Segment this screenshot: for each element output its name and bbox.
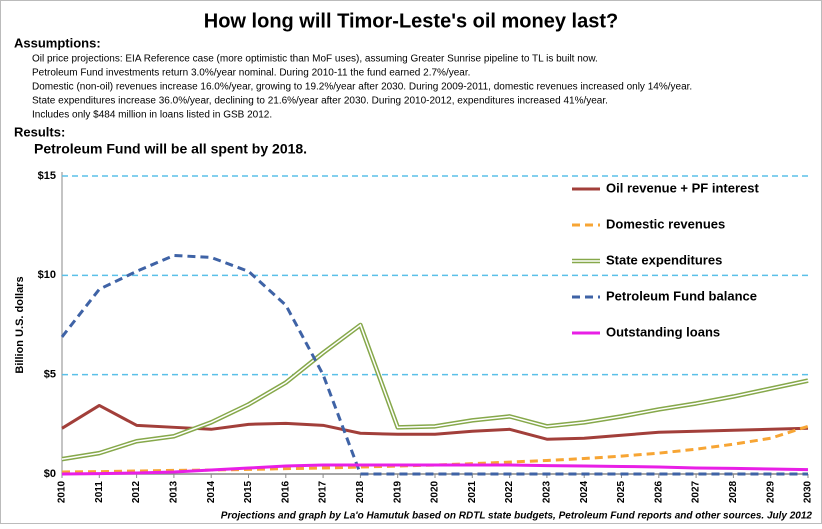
y-tick-label: $5 — [44, 369, 56, 381]
x-tick-label: 2018 — [355, 480, 366, 503]
x-tick-label: 2013 — [169, 480, 180, 503]
series-line — [61, 403, 809, 441]
series-line — [61, 463, 809, 476]
x-tick-label: 2011 — [94, 481, 105, 503]
x-tick-label: 2025 — [616, 480, 627, 503]
x-tick-label: 2014 — [206, 480, 217, 503]
x-tick-label: 2010 — [57, 480, 68, 503]
y-axis-label: Billion U.S. dollars — [14, 276, 26, 373]
y-tick-label: $10 — [38, 269, 56, 281]
y-tick-label: $0 — [44, 468, 56, 480]
x-tick-label: 2024 — [579, 480, 590, 503]
results-heading: Results: — [14, 124, 65, 139]
x-tick-label: 2016 — [280, 480, 291, 503]
x-tick-label: 2021 — [467, 480, 478, 503]
assumption: Domestic (non-oil) revenues increase 16.… — [32, 82, 692, 93]
results-text: Petroleum Fund will be all spent by 2018… — [34, 141, 307, 157]
x-tick-label: 2019 — [392, 480, 403, 503]
y-tick-label: $15 — [38, 170, 56, 182]
assumption: State expenditures increase 36.0%/year, … — [32, 96, 608, 107]
x-tick-label: 2028 — [728, 480, 739, 503]
x-tick-label: 2015 — [243, 480, 254, 503]
assumption: Petroleum Fund investments return 3.0%/y… — [32, 68, 470, 79]
legend-label: Oil revenue + PF interest — [606, 180, 759, 195]
legend-label: State expenditures — [606, 252, 722, 267]
x-tick-label: 2022 — [504, 480, 515, 503]
x-tick-label: 2029 — [765, 480, 776, 503]
x-tick-label: 2026 — [653, 480, 664, 503]
legend-label: Petroleum Fund balance — [606, 288, 757, 303]
assumption: Oil price projections: EIA Reference cas… — [32, 54, 598, 65]
series-line-inner — [61, 323, 809, 460]
x-tick-label: 2012 — [131, 480, 142, 503]
assumptions-heading: Assumptions: — [14, 35, 101, 50]
x-tick-label: 2017 — [318, 480, 329, 503]
x-tick-label: 2023 — [542, 480, 553, 503]
x-tick-label: 2020 — [430, 480, 441, 503]
x-tick-label: 2027 — [691, 480, 702, 503]
assumption: Includes only $484 million in loans list… — [32, 110, 272, 121]
footer: Projections and graph by La'o Hamutuk ba… — [221, 511, 813, 522]
legend-label: Outstanding loans — [606, 324, 720, 339]
chart-title: How long will Timor-Leste's oil money la… — [204, 10, 618, 32]
legend-label: Domestic revenues — [606, 216, 725, 231]
x-tick-label: 2030 — [803, 480, 814, 503]
